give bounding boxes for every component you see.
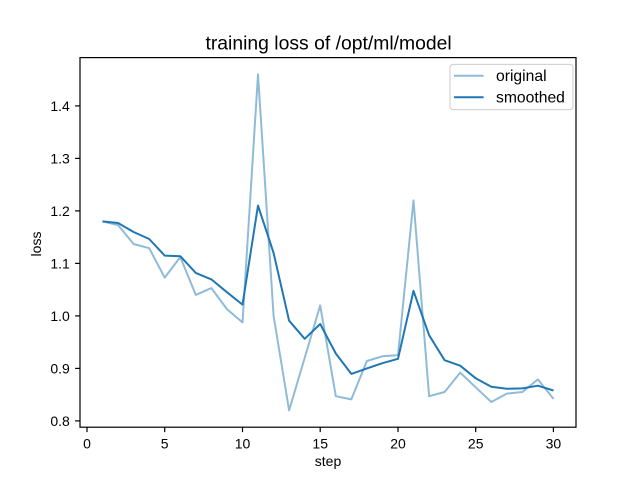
svg-text:training loss of /opt/ml/model: training loss of /opt/ml/model xyxy=(205,33,451,55)
svg-text:10: 10 xyxy=(235,435,251,451)
svg-text:0: 0 xyxy=(83,435,91,451)
svg-text:1.2: 1.2 xyxy=(50,203,70,219)
svg-text:1.4: 1.4 xyxy=(50,98,70,114)
svg-text:25: 25 xyxy=(468,435,484,451)
svg-text:0.8: 0.8 xyxy=(50,413,70,429)
svg-text:smoothed: smoothed xyxy=(496,89,565,106)
svg-text:1.3: 1.3 xyxy=(50,151,70,167)
svg-text:step: step xyxy=(315,453,342,469)
svg-text:15: 15 xyxy=(312,435,328,451)
svg-text:5: 5 xyxy=(161,435,169,451)
svg-text:loss: loss xyxy=(28,232,44,257)
svg-text:20: 20 xyxy=(390,435,406,451)
svg-text:1.0: 1.0 xyxy=(50,308,70,324)
svg-text:30: 30 xyxy=(546,435,562,451)
svg-text:1.1: 1.1 xyxy=(50,256,70,272)
svg-text:0.9: 0.9 xyxy=(50,361,70,377)
svg-text:original: original xyxy=(496,68,547,85)
